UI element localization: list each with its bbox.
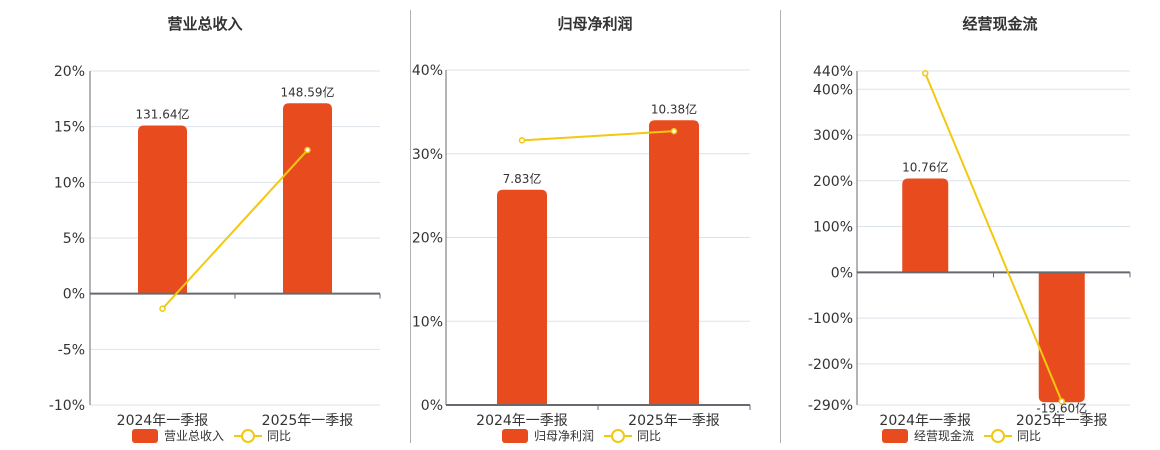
- bar[interactable]: [497, 189, 547, 405]
- y-tick-label: 5%: [63, 231, 85, 247]
- chart-legend: 营业总收入 同比: [132, 427, 291, 444]
- yoy-point-marker[interactable]: [518, 137, 526, 144]
- x-category-label: 2025年一季报: [628, 413, 720, 429]
- y-tick-label: 0%: [831, 265, 853, 281]
- bar-value-label: 7.83亿: [503, 171, 542, 186]
- bar-value-label: 10.38亿: [651, 101, 697, 116]
- y-tick-label: -5%: [58, 342, 85, 358]
- bar[interactable]: [283, 103, 332, 294]
- y-tick-label: 40%: [412, 63, 443, 79]
- bar[interactable]: [649, 120, 699, 405]
- legend-bar-swatch[interactable]: [132, 428, 158, 443]
- legend-bar-swatch[interactable]: [882, 428, 908, 443]
- chart-legend: 归母净利润 同比: [502, 427, 661, 444]
- legend-bar-swatch[interactable]: [502, 428, 528, 443]
- yoy-point-marker[interactable]: [1058, 398, 1065, 405]
- y-tick-label: 20%: [54, 64, 85, 80]
- legend-line-label[interactable]: 同比: [267, 429, 292, 443]
- bar[interactable]: [902, 178, 949, 273]
- chart-legend: 经营现金流 同比: [882, 427, 1041, 444]
- y-tick-label: -290%: [808, 398, 853, 414]
- x-category-label: 2025年一季报: [262, 413, 354, 429]
- legend-line-swatch-icon[interactable]: [984, 428, 1013, 443]
- x-category-label: 2024年一季报: [476, 413, 568, 429]
- y-tick-label: 10%: [412, 314, 443, 330]
- bar-value-label: 10.76亿: [902, 160, 948, 175]
- legend-bar-label[interactable]: 营业总收入: [164, 429, 225, 443]
- y-tick-label: 400%: [813, 82, 853, 98]
- y-tick-label: 15%: [54, 120, 85, 136]
- bar-value-label: 131.64亿: [136, 107, 190, 122]
- bar[interactable]: [1038, 272, 1085, 403]
- chart-title: 营业总收入: [167, 15, 243, 33]
- y-tick-label: 0%: [63, 287, 85, 303]
- legend-line-swatch-icon[interactable]: [604, 428, 633, 443]
- yoy-point-marker[interactable]: [159, 305, 166, 312]
- panel-divider: [410, 10, 411, 443]
- yoy-line: [924, 72, 1063, 402]
- legend-line-swatch-icon[interactable]: [234, 428, 263, 443]
- bar-value-label: -19.60亿: [1036, 400, 1087, 415]
- panel-divider: [780, 10, 781, 443]
- yoy-point-marker[interactable]: [670, 127, 678, 135]
- yoy-line: [161, 149, 309, 310]
- legend-line-label[interactable]: 同比: [1017, 429, 1042, 443]
- bar-value-label: 148.59亿: [281, 84, 335, 99]
- yoy-line: [521, 130, 675, 142]
- x-category-label: 2024年一季报: [117, 413, 209, 429]
- chart-title: 经营现金流: [962, 15, 1038, 33]
- legend-bar-label[interactable]: 归母净利润: [534, 429, 595, 443]
- y-tick-label: 100%: [813, 220, 853, 236]
- y-tick-label: -100%: [808, 311, 853, 327]
- yoy-point-marker[interactable]: [304, 146, 311, 154]
- y-tick-label: 300%: [813, 128, 853, 144]
- y-tick-label: 30%: [412, 147, 443, 163]
- y-tick-label: -200%: [808, 357, 853, 373]
- legend-bar-label[interactable]: 经营现金流: [914, 429, 975, 443]
- yoy-point-marker[interactable]: [922, 70, 929, 77]
- y-tick-label: 0%: [421, 398, 443, 414]
- legend-line-label[interactable]: 同比: [637, 429, 662, 443]
- chart-plot: 20% 15% 10% 5% 0% -5% -10% 131.64亿 148.59亿 2024年一…: [49, 64, 381, 429]
- y-tick-label: 440%: [813, 64, 853, 80]
- y-tick-label: 20%: [412, 231, 443, 247]
- x-category-label: 2025年一季报: [1016, 413, 1108, 429]
- y-tick-label: 200%: [813, 174, 853, 190]
- y-tick-label: 10%: [54, 175, 85, 191]
- chart-title: 归母净利润: [557, 15, 633, 33]
- y-tick-label: -10%: [49, 398, 85, 414]
- x-category-label: 2024年一季报: [879, 413, 971, 429]
- chart-panel-revenue: 营业总收入 20% 15% 10% 5% 0% -5% -10% 131.64亿 148.59亿…: [0, 0, 410, 450]
- bar[interactable]: [138, 125, 187, 294]
